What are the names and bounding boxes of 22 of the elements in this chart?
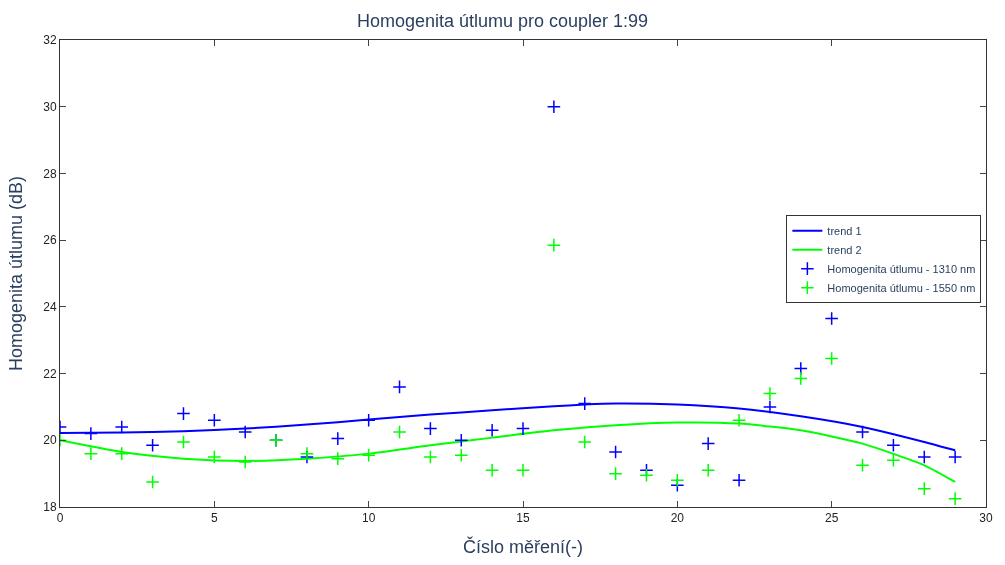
legend-label: trend 1 <box>827 224 862 237</box>
x-tick-label: 25 <box>824 511 839 526</box>
y-tick-label: 32 <box>43 33 57 48</box>
y-tick-label: 28 <box>43 166 57 181</box>
x-tick-label: 30 <box>979 511 993 526</box>
y-tick-label: 26 <box>43 233 57 248</box>
y-tick-label: 20 <box>43 433 57 448</box>
legend-label: Homogenita útlumu - 1310 nm <box>827 262 976 275</box>
x-tick-label: 5 <box>210 511 218 526</box>
y-tick-label: 24 <box>43 300 57 315</box>
x-tick-label: 10 <box>361 511 376 526</box>
y-tick-label: 22 <box>43 366 57 381</box>
chart-title: Homogenita útlumu pro coupler 1:99 <box>356 10 649 31</box>
x-axis-title: Číslo měření(-) <box>462 535 584 557</box>
x-tick-label: 20 <box>670 511 685 526</box>
x-tick-label: 15 <box>516 511 530 526</box>
y-axis-title: Homogenita útlumu (dB) <box>6 175 27 372</box>
legend-label: Homogenita útlumu - 1550 nm <box>827 281 976 294</box>
y-tick-label: 18 <box>43 500 57 515</box>
x-tick-label: 0 <box>56 511 64 526</box>
y-tick-label: 30 <box>43 99 57 114</box>
legend-label: trend 2 <box>827 243 862 256</box>
